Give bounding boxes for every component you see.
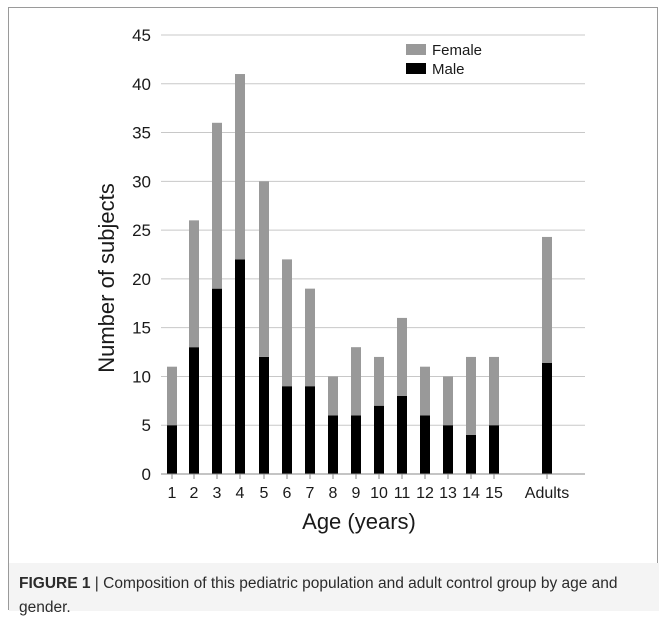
x-tick-label: 4 (236, 485, 245, 502)
bar-female (189, 220, 199, 348)
y-tick-label: 35 (132, 124, 151, 143)
bar-female (489, 356, 499, 426)
y-axis-title: Number of subjects (94, 183, 119, 373)
bar-female (420, 366, 430, 416)
x-tick-label: 15 (485, 485, 503, 502)
x-tick-label: 12 (416, 485, 434, 502)
bar-male (489, 425, 499, 474)
bar-male (259, 356, 269, 474)
bar-male (443, 425, 453, 474)
bar-male (397, 395, 407, 474)
y-tick-label: 0 (142, 465, 151, 484)
bar-female (167, 366, 177, 426)
bar-male (212, 288, 222, 474)
bar-female (212, 122, 222, 289)
bar-male (189, 347, 199, 474)
caption-separator: | (90, 575, 104, 592)
bar-female (351, 347, 361, 416)
x-tick-label: Adults (525, 485, 569, 502)
legend-label-female: Female (432, 42, 482, 59)
bar-male (328, 415, 338, 474)
bar-male (305, 386, 315, 474)
x-tick-label: 2 (190, 485, 199, 502)
bar-female (397, 317, 407, 396)
bar-male (282, 386, 292, 474)
y-tick-label: 5 (142, 416, 151, 435)
bar-female (466, 356, 476, 435)
figure-frame: 0 5 10 15 20 25 30 35 40 45 1 2 3 4 5 6 7 8 9 10 11 12 13 14 15 A… (8, 7, 659, 616)
y-tick-label: 15 (132, 319, 151, 338)
x-tick-label: 1 (168, 485, 177, 502)
x-tick-label: 11 (394, 485, 411, 502)
legend-swatch-male (406, 63, 426, 74)
caption-label: FIGURE 1 (19, 575, 91, 592)
bar-female (328, 376, 338, 416)
bar-male (542, 362, 552, 474)
x-tick-label: 13 (439, 485, 457, 502)
x-tick-label: 5 (260, 485, 269, 502)
y-tick-label: 30 (132, 172, 151, 191)
x-tick-label: 8 (329, 485, 338, 502)
caption-band (9, 563, 659, 611)
bar-female (235, 74, 245, 260)
x-tick-label: 6 (283, 485, 292, 502)
bar-male (351, 415, 361, 474)
y-tick-label: 20 (132, 270, 151, 289)
bar-male (235, 259, 245, 474)
x-tick-label: 10 (370, 485, 388, 502)
grid-layer (161, 34, 585, 426)
x-tick-label: 3 (213, 485, 222, 502)
y-tick-label: 40 (132, 75, 151, 94)
bar-male (167, 425, 177, 474)
x-tick-label: 9 (352, 485, 361, 502)
bar-female (374, 356, 384, 406)
figure-caption: FIGURE 1 | Composition of this pediatric… (19, 572, 649, 620)
bar-female (305, 288, 315, 387)
bar-female (443, 376, 453, 426)
legend-swatch-female (406, 44, 426, 55)
y-tick-label: 10 (132, 367, 151, 386)
bar-female (282, 259, 292, 387)
y-tick-label: 45 (132, 26, 151, 45)
bar-female (542, 236, 552, 363)
x-axis-title: Age (years) (302, 509, 416, 534)
legend-label-male: Male (432, 61, 465, 78)
bar-male (374, 405, 384, 474)
legend: Female Male (406, 42, 482, 78)
bar-female (259, 181, 269, 357)
caption-text: Composition of this pediatric population… (19, 575, 618, 616)
x-tick-label: 7 (306, 485, 315, 502)
x-tick-label: 14 (462, 485, 480, 502)
bar-male (420, 415, 430, 474)
bars-layer (167, 74, 552, 474)
y-tick-label: 25 (132, 221, 151, 240)
bar-male (466, 434, 476, 474)
